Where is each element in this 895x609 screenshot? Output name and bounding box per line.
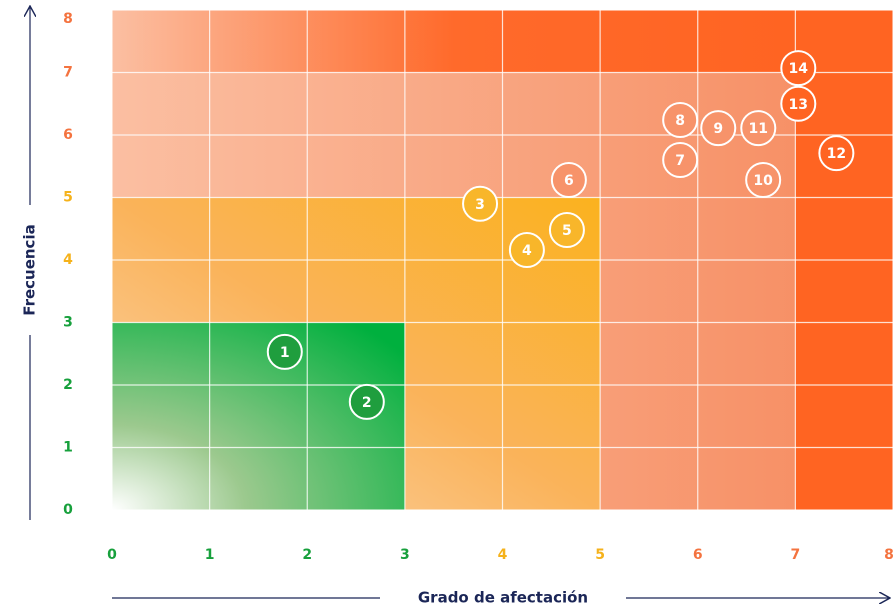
point-label: 13 <box>789 97 808 113</box>
x-tick-label: 8 <box>884 547 894 563</box>
risk-point <box>700 110 737 147</box>
y-tick-label: 1 <box>63 440 73 456</box>
risk-point <box>550 162 587 198</box>
point-label: 10 <box>753 173 773 189</box>
y-tick-label: 0 <box>63 502 73 518</box>
y-tick-label: 2 <box>63 377 73 393</box>
y-label-bg <box>18 205 42 335</box>
point-label: 4 <box>522 243 532 259</box>
risk-point <box>462 185 499 222</box>
risk-point <box>662 142 699 178</box>
risk-point <box>745 162 782 198</box>
risk-point <box>818 135 855 172</box>
x-tick-label: 3 <box>400 547 410 563</box>
risk-point <box>780 85 817 122</box>
x-label-bg <box>380 588 626 608</box>
x-tick-label: 2 <box>302 547 312 563</box>
y-tick-label: 3 <box>63 315 73 331</box>
x-tick-label: 4 <box>498 547 508 563</box>
y-tick-label: 7 <box>63 65 73 81</box>
y-tick-label: 6 <box>63 127 73 143</box>
point-label: 2 <box>362 395 372 411</box>
point-label: 14 <box>789 61 809 77</box>
zone-top <box>112 10 795 73</box>
point-label: 11 <box>749 121 768 137</box>
y-tick-label: 4 <box>63 252 73 268</box>
risk-point <box>548 212 585 248</box>
point-label: 1 <box>280 345 290 361</box>
x-tick-label: 1 <box>205 547 215 563</box>
risk-point <box>508 232 545 268</box>
y-tick-label: 8 <box>63 11 73 27</box>
x-tick-label: 7 <box>791 547 801 563</box>
point-label: 7 <box>675 153 685 169</box>
point-label: 3 <box>475 197 485 213</box>
point-label: 5 <box>562 223 572 239</box>
point-label: 9 <box>713 121 723 137</box>
point-label: 8 <box>675 113 685 129</box>
x-axis-label: Grado de afectación <box>418 589 588 607</box>
y-axis-label: Frecuencia <box>21 224 39 315</box>
x-tick-label: 6 <box>693 547 703 563</box>
risk-point <box>662 102 699 138</box>
risk-point <box>740 110 777 147</box>
x-tick-label: 0 <box>107 547 117 563</box>
y-tick-label: 5 <box>63 190 73 206</box>
point-label: 12 <box>827 146 846 162</box>
point-label: 6 <box>564 173 574 189</box>
risk-point <box>780 50 817 87</box>
x-tick-label: 5 <box>595 547 605 563</box>
risk-point <box>348 383 385 420</box>
risk-point <box>266 333 303 370</box>
